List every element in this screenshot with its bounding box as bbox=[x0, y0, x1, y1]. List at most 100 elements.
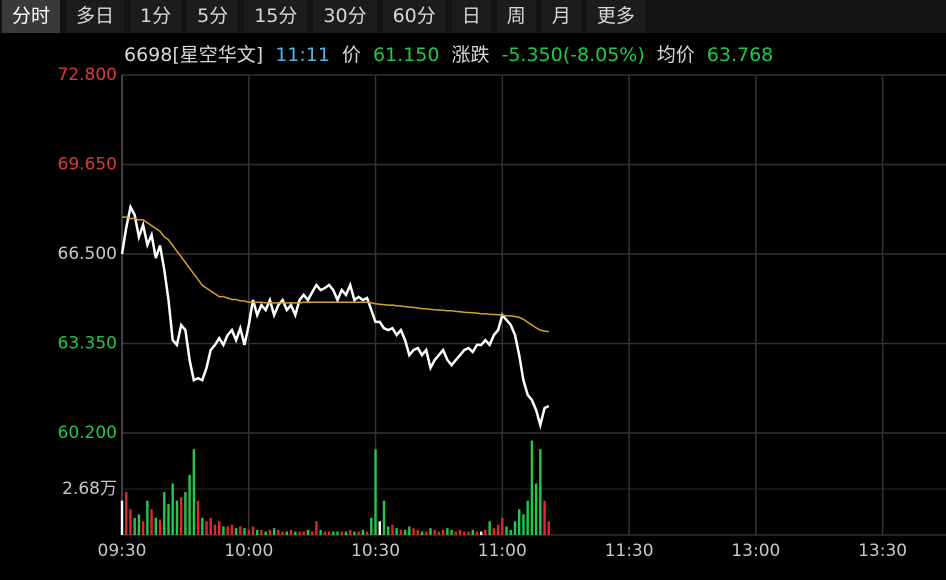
volume-bar bbox=[365, 531, 369, 535]
volume-bar bbox=[217, 521, 221, 535]
volume-bar bbox=[285, 531, 288, 535]
volume-bar bbox=[281, 531, 284, 535]
volume-bar bbox=[289, 529, 293, 535]
time: 11:11 bbox=[275, 44, 330, 66]
volume-bar bbox=[315, 521, 318, 535]
volume-bar bbox=[146, 500, 149, 535]
volume-bar bbox=[196, 500, 200, 535]
tab[interactable]: 15分 bbox=[244, 0, 308, 33]
volume-bar bbox=[163, 492, 166, 535]
volume-bar bbox=[471, 529, 474, 535]
volume-bar bbox=[446, 528, 449, 535]
price-line bbox=[120, 203, 550, 430]
y-tick-label: 66.500 bbox=[58, 244, 117, 264]
volume-bar bbox=[492, 528, 496, 535]
volume-bar bbox=[416, 529, 419, 535]
tab[interactable]: 5分 bbox=[187, 0, 239, 33]
volume-bar bbox=[213, 524, 217, 535]
stock-name: 6698[星空华文] bbox=[124, 44, 264, 66]
volume-bar bbox=[450, 529, 453, 535]
volume-bar bbox=[256, 529, 259, 535]
y2-tick-label: 2.68万 bbox=[62, 479, 117, 499]
tab[interactable]: 1分 bbox=[130, 0, 182, 33]
volume-bar bbox=[125, 492, 128, 535]
volume-bar bbox=[420, 531, 424, 535]
volume-bar bbox=[260, 529, 263, 535]
volume-bar bbox=[475, 531, 479, 535]
avg-label: 均价 bbox=[656, 44, 695, 66]
tab[interactable]: 月 bbox=[541, 0, 581, 33]
change-label: 涨跌 bbox=[451, 44, 490, 66]
volume-bar bbox=[175, 500, 179, 535]
volume-bar bbox=[319, 529, 322, 535]
volume-bar bbox=[505, 526, 508, 535]
volume-bar bbox=[247, 529, 250, 535]
volume-bar bbox=[192, 449, 196, 535]
tab[interactable]: 多日 bbox=[66, 0, 125, 33]
volume-bar bbox=[150, 509, 153, 535]
volume-bar bbox=[361, 529, 365, 535]
volume-bar bbox=[488, 521, 491, 535]
volume-bar bbox=[526, 500, 529, 535]
volume-bar bbox=[268, 529, 272, 535]
volume-bar bbox=[226, 526, 229, 535]
volume-bar bbox=[370, 517, 373, 535]
volume-bar bbox=[463, 531, 466, 535]
change: -5.350(-8.05%) bbox=[501, 44, 645, 66]
tab[interactable]: 日 bbox=[451, 0, 491, 33]
volume-bar bbox=[425, 531, 428, 535]
volume-bar bbox=[429, 528, 432, 535]
x-tick-label: 13:30 bbox=[858, 541, 907, 561]
volume-bar bbox=[509, 529, 512, 535]
tab[interactable]: 30分 bbox=[313, 0, 377, 33]
x-tick-label: 13:00 bbox=[731, 541, 780, 561]
volume-bar bbox=[239, 526, 242, 535]
volume-bar bbox=[230, 524, 234, 535]
volume-bar bbox=[310, 531, 314, 535]
tab[interactable]: 分时 bbox=[2, 0, 61, 33]
volume-bar bbox=[277, 529, 280, 535]
volume-bar bbox=[357, 531, 360, 535]
volume-bar bbox=[251, 526, 255, 535]
volume-bar bbox=[433, 529, 436, 535]
tab[interactable]: 更多 bbox=[586, 0, 645, 33]
volume-bar bbox=[327, 531, 331, 535]
volume-bar bbox=[137, 514, 141, 535]
volume-bar bbox=[441, 529, 445, 535]
volume-bar bbox=[188, 474, 191, 535]
volume-bar bbox=[530, 440, 534, 535]
volume-bar bbox=[340, 531, 343, 535]
volume-bar bbox=[387, 526, 390, 535]
y-tick-label: 63.350 bbox=[58, 334, 117, 354]
volume-bar bbox=[344, 531, 348, 535]
x-tick-label: 10:30 bbox=[351, 541, 400, 561]
volume-bar bbox=[141, 521, 145, 535]
volume-bar bbox=[348, 529, 352, 535]
volume-bar bbox=[332, 531, 335, 535]
y-tick-label: 60.200 bbox=[58, 423, 117, 443]
volume-bar bbox=[403, 529, 407, 535]
volume-bar bbox=[222, 526, 225, 535]
volume-bar bbox=[534, 483, 538, 535]
toolbar: 分时 多日 1分 5分 15分 30分 60分日周月更多 bbox=[0, 0, 946, 33]
volume-bar bbox=[184, 492, 187, 535]
volume-bar bbox=[522, 514, 525, 535]
volume-bar bbox=[154, 517, 158, 535]
tab[interactable]: 周 bbox=[496, 0, 536, 33]
average-line bbox=[122, 216, 549, 333]
volume-bar bbox=[399, 529, 403, 535]
volume-bar bbox=[458, 529, 462, 535]
volume-bar bbox=[391, 524, 394, 535]
tab[interactable]: 60分 bbox=[382, 0, 446, 33]
volume-bar bbox=[543, 500, 546, 535]
x-tick-label: 11:30 bbox=[605, 541, 654, 561]
x-tick-label: 10:00 bbox=[224, 541, 273, 561]
volume-bar bbox=[518, 509, 521, 535]
volume-bar bbox=[234, 528, 238, 535]
volume-bar bbox=[272, 528, 276, 535]
price: 61.150 bbox=[372, 44, 440, 66]
volume-bar bbox=[294, 531, 297, 535]
y-tick-label: 72.800 bbox=[58, 65, 117, 85]
